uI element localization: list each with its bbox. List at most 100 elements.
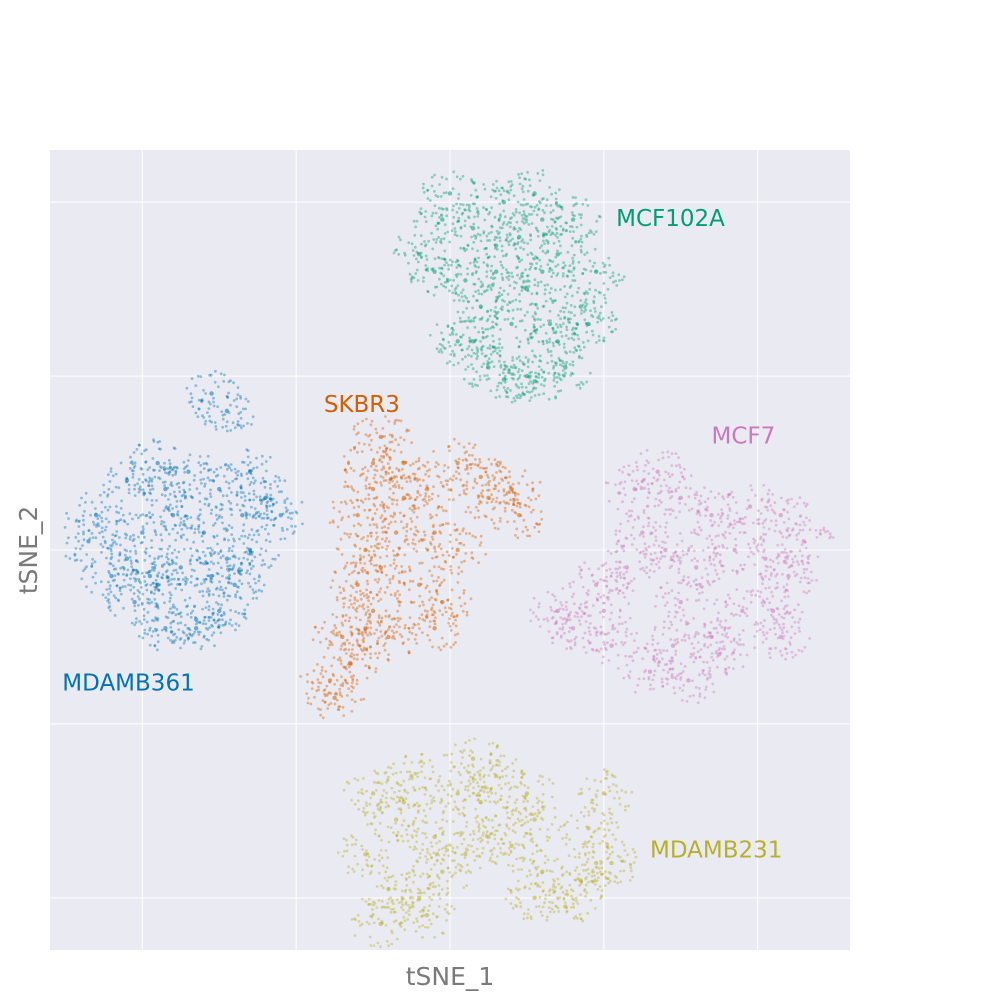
- point: [385, 630, 388, 633]
- point: [571, 259, 575, 263]
- point: [766, 608, 770, 612]
- point: [675, 543, 679, 547]
- point: [569, 639, 573, 643]
- point: [344, 679, 348, 682]
- point: [645, 504, 649, 508]
- point: [512, 502, 515, 506]
- point: [723, 536, 727, 540]
- point: [770, 519, 773, 523]
- point: [501, 186, 505, 190]
- point: [473, 215, 476, 219]
- point: [578, 386, 582, 390]
- point: [675, 554, 679, 557]
- point: [552, 366, 555, 370]
- point: [373, 468, 377, 472]
- point: [432, 269, 437, 274]
- point: [342, 587, 345, 590]
- point: [555, 610, 558, 613]
- point: [632, 486, 637, 492]
- point: [445, 208, 449, 212]
- point: [732, 547, 737, 553]
- point: [471, 306, 475, 310]
- point: [568, 350, 572, 354]
- point: [529, 498, 533, 502]
- point: [622, 676, 626, 680]
- point: [548, 258, 551, 262]
- point: [773, 512, 777, 515]
- point: [365, 588, 368, 592]
- point: [368, 482, 371, 486]
- point: [131, 475, 135, 479]
- point: [151, 487, 155, 491]
- point: [341, 705, 345, 709]
- point: [351, 586, 355, 589]
- point: [422, 504, 426, 507]
- point: [209, 495, 213, 498]
- point: [425, 613, 429, 617]
- point: [89, 513, 92, 517]
- point: [717, 652, 722, 657]
- point: [547, 350, 550, 354]
- point: [255, 495, 258, 499]
- point: [761, 522, 765, 525]
- point: [570, 311, 573, 315]
- point: [532, 193, 536, 197]
- point: [446, 325, 450, 328]
- point: [594, 627, 598, 630]
- point: [305, 692, 309, 695]
- point: [345, 667, 348, 671]
- point: [623, 480, 627, 484]
- point: [486, 362, 490, 366]
- point: [424, 220, 428, 224]
- point: [397, 253, 401, 256]
- point: [365, 622, 369, 626]
- point: [803, 576, 807, 580]
- point: [541, 173, 545, 177]
- point: [488, 211, 492, 214]
- point: [392, 511, 396, 515]
- point: [507, 198, 511, 202]
- point: [469, 511, 472, 514]
- point: [699, 528, 703, 532]
- point: [578, 565, 581, 569]
- point: [447, 522, 450, 525]
- point: [464, 457, 468, 461]
- point: [757, 509, 760, 513]
- point: [165, 576, 169, 580]
- point: [480, 352, 484, 355]
- point: [448, 258, 452, 262]
- point: [323, 700, 327, 704]
- point: [261, 559, 265, 562]
- point: [222, 611, 226, 614]
- point: [172, 561, 176, 564]
- point: [468, 205, 471, 209]
- point: [230, 491, 233, 494]
- point: [212, 470, 216, 474]
- point: [103, 528, 107, 532]
- point: [182, 523, 185, 527]
- point: [480, 494, 484, 498]
- point: [546, 249, 550, 253]
- point: [607, 316, 611, 320]
- point: [160, 493, 164, 496]
- point: [618, 560, 621, 564]
- point: [316, 707, 320, 711]
- point: [350, 632, 354, 636]
- point: [703, 622, 706, 626]
- point: [412, 547, 416, 551]
- point: [493, 310, 497, 313]
- point: [416, 489, 420, 493]
- point: [145, 620, 149, 624]
- point: [661, 554, 664, 558]
- point: [602, 563, 606, 567]
- point: [618, 571, 622, 574]
- point: [555, 380, 559, 384]
- point: [384, 614, 388, 618]
- point: [465, 450, 468, 453]
- point: [152, 438, 155, 442]
- point: [381, 520, 385, 524]
- point: [359, 589, 362, 593]
- point: [600, 661, 604, 665]
- point: [511, 490, 515, 494]
- point: [607, 591, 611, 594]
